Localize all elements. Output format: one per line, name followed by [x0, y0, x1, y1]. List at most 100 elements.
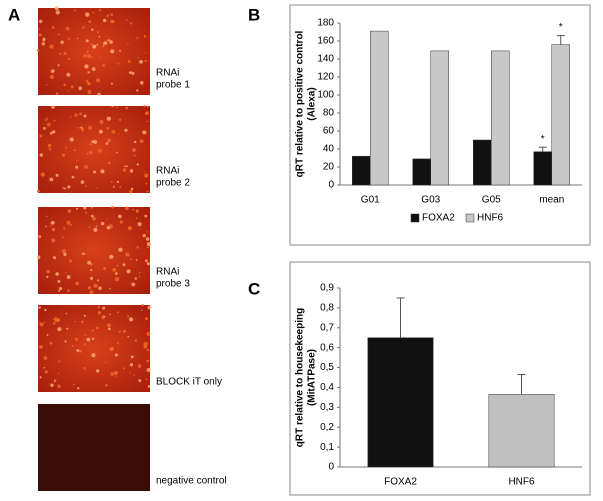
y-axis-label: qRT relative to positive control	[295, 30, 306, 177]
cell-spot	[76, 37, 79, 40]
cell-spot	[131, 282, 136, 287]
cell-spot	[97, 92, 101, 96]
cell-spot	[57, 372, 60, 375]
bar	[533, 151, 552, 186]
cell-spot	[69, 137, 74, 142]
panel-letter: B	[248, 5, 260, 24]
cell-spot	[87, 90, 92, 95]
cell-spot	[67, 289, 70, 292]
cell-spot	[115, 375, 117, 377]
cell-spot	[61, 249, 67, 254]
cell-spot	[146, 242, 152, 247]
x-tick-label: G03	[421, 195, 440, 206]
image-label: BLOCK iT only	[156, 377, 222, 388]
cell-spot	[58, 289, 61, 292]
cell-spot	[110, 372, 115, 376]
cell-spot	[63, 51, 67, 55]
cell-spot	[147, 384, 151, 388]
x-tick-label: G01	[361, 195, 380, 206]
cell-spot	[80, 180, 85, 184]
cell-spot	[90, 214, 94, 218]
image-label: RNAi	[156, 68, 179, 79]
cell-spot	[105, 142, 109, 145]
cell-spot	[43, 321, 46, 324]
cell-spot	[129, 22, 133, 25]
cell-spot	[144, 52, 147, 54]
cell-spot	[65, 26, 70, 31]
cell-spot	[96, 43, 98, 46]
cell-spot	[134, 277, 137, 280]
cell-spot	[87, 153, 89, 155]
cell-spot	[93, 170, 97, 174]
cell-spot	[128, 189, 133, 194]
cell-spot	[103, 267, 107, 271]
cell-spot	[67, 90, 69, 92]
cell-spot	[36, 49, 40, 52]
cell-spot	[139, 60, 143, 64]
cell-spot	[130, 258, 132, 260]
cell-spot	[100, 169, 105, 174]
image-label: negative control	[156, 476, 227, 487]
cell-spot	[147, 246, 149, 248]
cell-spot	[53, 380, 56, 383]
cell-spot	[114, 272, 118, 275]
cell-spot	[91, 353, 96, 358]
cell-spot	[98, 35, 101, 38]
legend-label: FOXA2	[422, 213, 455, 224]
cell-spot	[146, 367, 151, 372]
cell-spot	[137, 364, 142, 368]
cell-spot	[118, 330, 121, 333]
cell-spot	[142, 233, 146, 238]
cell-spot	[65, 147, 67, 149]
cell-spot	[91, 206, 93, 209]
cell-spot	[67, 37, 71, 40]
cell-spot	[83, 114, 87, 118]
cell-spot	[54, 318, 59, 323]
x-tick-label: mean	[539, 195, 564, 206]
cell-spot	[38, 28, 41, 31]
cell-spot	[49, 177, 54, 182]
cell-spot	[92, 216, 97, 221]
cell-spot	[130, 187, 134, 191]
cell-spot	[93, 227, 98, 232]
cell-spot	[51, 26, 55, 29]
cell-spot	[43, 367, 46, 369]
cell-spot	[81, 320, 84, 324]
cell-spot	[38, 33, 42, 37]
cell-spot	[110, 347, 114, 351]
cell-spot	[146, 190, 149, 193]
cell-spot	[88, 226, 91, 228]
bar	[370, 30, 389, 186]
cell-spot	[39, 376, 42, 379]
cell-spot	[70, 85, 74, 89]
cell-spot	[78, 349, 82, 353]
bar	[488, 394, 555, 468]
cell-spot	[51, 105, 55, 109]
cell-spot	[59, 52, 62, 56]
cell-spot	[133, 154, 136, 157]
cell-spot	[97, 279, 100, 282]
cell-spot	[146, 348, 150, 352]
image-label: probe 2	[156, 178, 190, 189]
cell-spot	[132, 148, 136, 152]
cell-spot	[128, 317, 134, 322]
cell-spot	[131, 71, 135, 75]
cell-spot	[66, 275, 71, 279]
cell-spot	[68, 259, 72, 263]
cell-spot	[78, 86, 83, 91]
cell-spot	[55, 92, 59, 96]
cell-spot	[113, 371, 118, 376]
cell-spot	[44, 308, 47, 312]
cell-spot	[83, 206, 87, 210]
bar	[551, 44, 570, 186]
y-tick-label: 180	[317, 18, 334, 29]
cell-spot	[109, 40, 113, 44]
y-tick-label: 0,1	[320, 442, 334, 453]
cell-spot	[84, 334, 87, 337]
cell-spot	[38, 306, 41, 309]
cell-spot	[38, 321, 40, 323]
cell-spot	[50, 220, 55, 225]
micrograph	[38, 207, 150, 294]
cell-spot	[83, 314, 86, 317]
cell-spot	[102, 64, 106, 67]
